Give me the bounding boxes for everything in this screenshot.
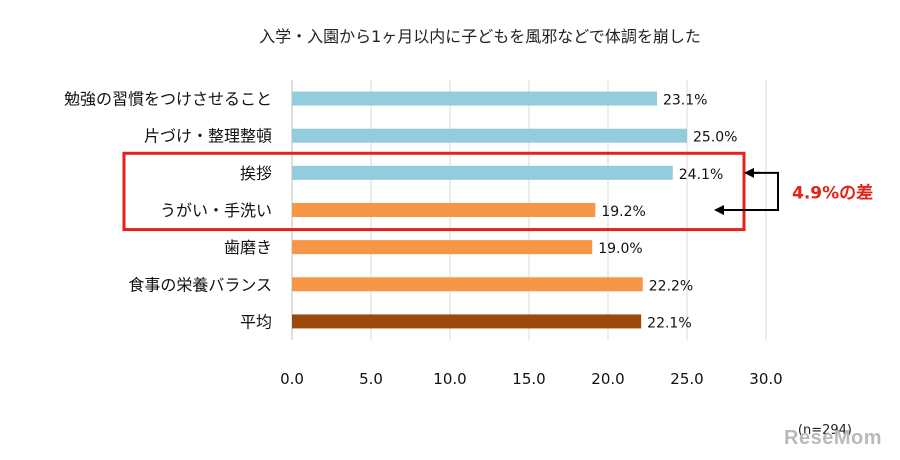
bars	[292, 91, 687, 329]
x-tick-labels: 0.0 5.0 10.0 15.0 20.0 25.0 30.0	[280, 370, 783, 388]
site-watermark: ReseMom	[784, 427, 882, 449]
x-tick-label: 15.0	[512, 370, 545, 388]
category-label: 歯磨き	[224, 238, 272, 257]
bar	[292, 128, 687, 143]
bar	[292, 203, 596, 217]
data-label: 24.1%	[679, 167, 723, 183]
bar	[292, 240, 593, 255]
category-labels: 勉強の習慣をつけさせること片づけ・整理整頓挨拶うがい・手洗い歯磨き食事の栄養バラ…	[64, 90, 272, 332]
category-label: 挨拶	[240, 164, 272, 183]
category-label: うがい・手洗い	[160, 201, 272, 220]
category-label: 食事の栄養バランス	[128, 275, 272, 294]
annotation: 4.9%の差	[122, 151, 873, 232]
annotation-text: 4.9%の差	[792, 182, 873, 203]
data-label: 25.0%	[693, 130, 737, 146]
value-labels: 23.1% 25.0% 24.1% 19.2% 19.0% 22.2% 22.1%	[598, 93, 737, 332]
bar	[292, 277, 643, 292]
bar	[292, 314, 642, 329]
bar	[292, 91, 657, 106]
category-label: 片づけ・整理整頓	[144, 127, 272, 146]
x-tick-label: 20.0	[591, 370, 624, 388]
x-tick-label: 25.0	[670, 370, 703, 388]
data-label: 19.2%	[601, 204, 645, 220]
sample-size-footnote: (n=294)	[797, 423, 852, 438]
highlight-box	[122, 151, 746, 232]
chart-title: 入学・入園から1ヶ月以内に子どもを風邪などで体調を崩した	[259, 27, 701, 46]
x-tick-label: 0.0	[280, 370, 304, 388]
data-label: 23.1%	[663, 93, 707, 109]
x-tick-label: 5.0	[359, 370, 383, 388]
bar	[292, 165, 673, 180]
difference-bracket	[718, 171, 779, 211]
category-label: 平均	[240, 312, 272, 331]
x-tick-label: 30.0	[749, 370, 782, 388]
data-label: 22.1%	[647, 315, 691, 331]
data-label: 22.2%	[649, 278, 693, 294]
category-label: 勉強の習慣をつけさせること	[64, 90, 272, 109]
data-label: 19.0%	[598, 241, 642, 257]
x-tick-label: 10.0	[433, 370, 466, 388]
